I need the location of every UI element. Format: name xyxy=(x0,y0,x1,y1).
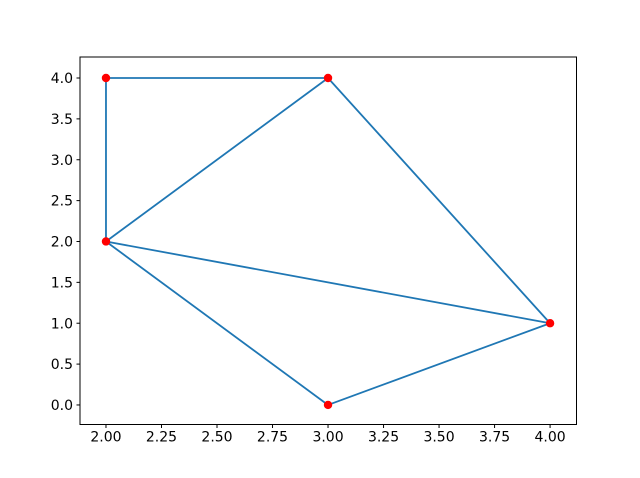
y-tick-label: 2.5 xyxy=(51,194,73,210)
x-tick-label: 2.75 xyxy=(257,430,288,446)
x-tick-label: 2.25 xyxy=(146,430,177,446)
x-tick-label: 3.25 xyxy=(368,430,399,446)
y-tick-label: 1.0 xyxy=(51,316,73,332)
graph-edge xyxy=(105,77,329,243)
x-tick-label: 3.75 xyxy=(479,430,510,446)
graph-node xyxy=(545,319,555,328)
graph-node xyxy=(323,400,333,410)
y-tick-label: 3.0 xyxy=(51,153,73,169)
graph-edge xyxy=(105,240,329,406)
y-tick-label: 4.0 xyxy=(51,71,73,87)
graph-edge xyxy=(105,240,551,325)
x-tick-label: 3.50 xyxy=(423,430,454,446)
x-tick-label: 4.00 xyxy=(534,430,565,446)
graph-node xyxy=(323,73,333,83)
y-tick-label: 1.5 xyxy=(51,275,73,291)
x-tick-label: 3.00 xyxy=(312,430,343,446)
x-tick-label: 2.50 xyxy=(201,430,232,446)
axes-background xyxy=(80,57,577,425)
graph-edge xyxy=(327,77,551,325)
y-tick-label: 0.5 xyxy=(51,357,73,373)
x-tick-label: 2.00 xyxy=(90,430,121,446)
y-tick-label: 0.0 xyxy=(51,398,73,414)
y-tick-label: 2.0 xyxy=(51,235,73,251)
graph-node xyxy=(101,237,111,246)
graph-edge xyxy=(327,322,551,406)
graph-node xyxy=(101,73,111,83)
y-tick-label: 3.5 xyxy=(51,112,73,128)
